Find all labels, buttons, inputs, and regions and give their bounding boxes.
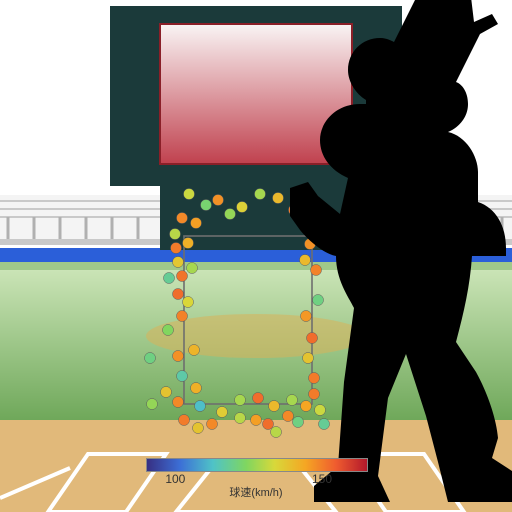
colorbar-title: 球速(km/h) [146, 484, 366, 500]
chart-canvas: 100 150 球速(km/h) [0, 0, 512, 512]
colorbar-tick: 150 [312, 472, 332, 486]
colorbar-gradient [146, 458, 368, 472]
colorbar-legend: 100 150 球速(km/h) [146, 458, 366, 498]
batter-silhouette [0, 0, 512, 512]
colorbar-ticks: 100 150 [146, 472, 366, 486]
colorbar-tick: 100 [165, 472, 185, 486]
